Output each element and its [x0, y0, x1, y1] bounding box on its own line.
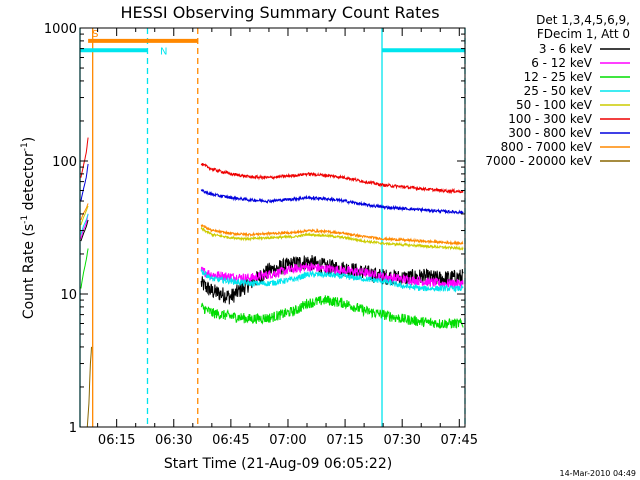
legend-label-8: 7000 - 20000 keV [485, 154, 592, 168]
y-axis-label-main: Count Rate (s [21, 224, 37, 319]
legend-label-3: 25 - 50 keV [524, 84, 593, 98]
y-axis-label-end: ) [21, 137, 37, 142]
x-tick-label-2: 06:45 [212, 433, 249, 448]
series-line-4-1 [200, 225, 464, 251]
series-line-1-0 [80, 213, 89, 239]
y-axis-label: Count Rate (s-1 detector-1) [20, 137, 37, 319]
series-line-6-0 [80, 163, 89, 202]
x-tick-label-3: 07:00 [269, 433, 306, 448]
legend: Det 1,3,4,5,6,9, FDecim 1, Att 0 3 - 6 k… [485, 13, 630, 168]
series-line-6-1 [200, 188, 464, 215]
x-tick-label-1: 06:30 [155, 433, 192, 448]
series-line-3-1 [200, 269, 464, 293]
y-axis-label-sup2: -1 [20, 142, 30, 151]
y-axis-label-sup1: -1 [20, 215, 30, 224]
legend-label-7: 800 - 7000 keV [501, 140, 593, 154]
series-line-5-1 [200, 162, 464, 195]
legend-label-2: 12 - 25 keV [524, 70, 593, 84]
y-tick-label-2: 100 [52, 155, 77, 170]
legend-label-5: 100 - 300 keV [508, 112, 592, 126]
legend-label-6: 300 - 800 keV [508, 126, 592, 140]
y-axis: 1 10 100 1000 [44, 22, 465, 436]
legend-header-2: FDecim 1, Att 0 [537, 27, 630, 41]
series-line-2-1 [200, 295, 464, 330]
series-line-8-0 [86, 346, 92, 428]
y-tick-label-3: 1000 [44, 22, 77, 37]
chart-title: HESSI Observing Summary Count Rates [120, 3, 439, 22]
x-tick-label-4: 07:15 [326, 433, 363, 448]
y-tick-label-0: 1 [69, 421, 77, 436]
y-axis-label-mid: detector [21, 151, 37, 215]
legend-label-1: 6 - 12 keV [531, 56, 593, 70]
generated-timestamp: 14-Mar-2010 04:49 [560, 469, 637, 478]
series-line-0-0 [80, 219, 89, 242]
flag-label-0: S [92, 29, 98, 40]
x-axis-label: Start Time (21-Aug-09 06:05:22) [164, 456, 392, 472]
series-line-7-0 [80, 203, 89, 221]
y-tick-label-1: 10 [60, 288, 77, 303]
x-tick-label-0: 06:15 [98, 433, 135, 448]
x-tick-label-5: 07:30 [383, 433, 420, 448]
legend-label-0: 3 - 6 keV [539, 42, 593, 56]
plot-area: SN [79, 28, 466, 428]
x-axis: 06:15 06:30 06:45 07:00 07:15 07:30 07:45 [97, 28, 478, 448]
series-line-7-1 [200, 223, 464, 246]
series-line-4-0 [80, 205, 89, 226]
flag-label-1: N [160, 46, 167, 57]
x-tick-label-6: 07:45 [441, 433, 478, 448]
series-line-2-0 [80, 248, 89, 289]
legend-label-4: 50 - 100 keV [516, 98, 593, 112]
plot-frame [79, 27, 466, 428]
legend-header-1: Det 1,3,4,5,6,9, [536, 13, 630, 27]
